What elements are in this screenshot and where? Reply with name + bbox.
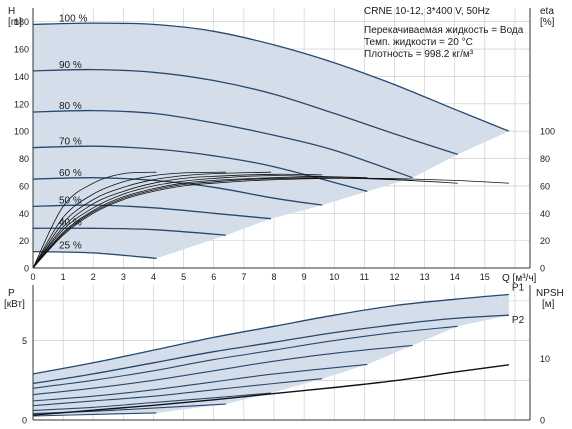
x-tick-label: 0 [30,272,35,282]
efficiency-curve [32,173,323,269]
x-tick-label: 5 [181,272,186,282]
x-tick-label: 3 [121,272,126,282]
right-axis-label-npsh: NPSH [536,288,564,299]
power-curve-label: P2 [512,315,525,326]
efficiency-curve [32,171,272,269]
x-tick-label: 11 [360,272,369,282]
eta-tick-label: 60 [540,181,550,191]
y-tick-label: 180 [14,17,29,27]
efficiency-curve [32,171,226,269]
x-tick-label: 9 [302,272,307,282]
x-tick-label: 6 [211,272,216,282]
x-tick-label: 14 [450,272,460,282]
info-density: Плотность = 998.2 кг/м³ [364,49,474,60]
y-tick-label: 140 [14,72,29,82]
x-tick-label: 15 [480,272,490,282]
info-temperature: Темп. жидкости = 20 °C [364,37,473,48]
x-tick-label: 10 [329,272,339,282]
power-curve [32,314,509,385]
power-curve [32,293,509,375]
y-tick-label: 80 [19,154,29,164]
power-curve [32,392,272,412]
head-curve-label: 90 % [59,60,82,71]
power-curve [32,344,413,396]
y-tick-label: 20 [19,236,29,246]
head-curve [32,145,368,193]
x-tick-label: 1 [61,272,66,282]
head-curve [32,68,458,156]
y-tick-label: 160 [14,45,29,55]
head-curve-label: 60 % [59,168,82,179]
chart-curves [32,22,510,417]
efficiency-curve [32,175,368,269]
eta-tick-label: 0 [540,264,545,274]
head-curve [32,22,510,132]
power-tick-label: 0 [22,416,27,426]
left-axis-label-head: H [8,6,15,17]
x-tick-label: 8 [271,272,276,282]
chart-title: CRNE 10-12, 3*400 V, 50Hz [364,6,490,17]
y-tick-label: 40 [19,209,29,219]
x-tick-label: 13 [420,272,430,282]
x-axis-label: Q [м³/ч] [502,273,537,284]
npsh-tick-label: 10 [540,354,550,364]
chart-axes [32,8,531,421]
power-curve [32,378,323,407]
efficiency-curve [32,177,509,269]
power-curve [32,325,458,389]
head-curve-label: 25 % [59,241,82,252]
x-tick-label: 2 [91,272,96,282]
curve-labels: 100 % 90 % 80 % 70 % 60 % 50 % 40 % 25 % P1 P2 [59,13,525,326]
x-tick-label: 4 [151,272,156,282]
power-operating-area [33,294,509,416]
left-axis-unit-power: [кВт] [4,299,25,310]
info-liquid: Перекачиваемая жидкость = Вода [364,25,524,36]
eta-tick-label: 20 [540,236,550,246]
head-curve [32,227,226,236]
y-tick-label: 120 [14,99,29,109]
efficiency-curve [32,177,458,269]
power-curve [32,412,157,417]
efficiency-curve [32,171,157,269]
operating-areas [33,23,509,416]
head-curve-label: 40 % [59,217,82,228]
npsh-tick-label: 0 [540,416,545,426]
eta-tick-label: 80 [540,154,550,164]
head-operating-area [33,23,509,259]
npsh-curve [32,364,509,416]
power-curve-label: P1 [512,283,525,294]
head-curve-label: 70 % [59,137,82,148]
eta-tick-label: 100 [540,127,555,137]
y-tick-label: 0 [24,264,29,274]
head-curve-label: 100 % [59,13,87,24]
x-tick-label: 7 [241,272,246,282]
left-axis-label-power: P [8,288,15,299]
eta-tick-label: 40 [540,209,550,219]
head-curve [32,109,413,179]
y-tick-label: 60 [19,181,29,191]
power-tick-label: 5 [22,336,27,346]
x-tick-label: 12 [389,272,399,282]
head-curve-label: 80 % [59,101,82,112]
y-tick-label: 100 [14,127,29,137]
power-curve [32,363,368,402]
left-axis-unit-head: [m] [8,17,22,28]
head-curve-label: 50 % [59,195,82,206]
head-curve [32,204,272,220]
right-axis-label-eta: eta [540,6,554,17]
efficiency-curve [32,176,413,269]
right-axis-unit-eta: [%] [540,17,555,28]
right-axis-unit-npsh: [м] [542,299,555,310]
